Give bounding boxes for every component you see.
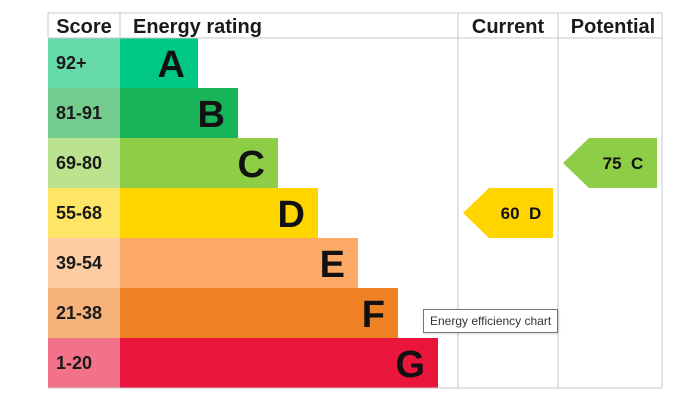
score-cell-d xyxy=(48,188,120,238)
score-label-b: 81-91 xyxy=(56,103,102,123)
score-cell-e xyxy=(48,238,120,288)
rating-bands: 92+ A 81-91 B 69-80 C 55-68 D 39-54 E 21-38 F 1-20 G xyxy=(48,38,438,388)
score-cell-f xyxy=(48,288,120,338)
potential-header: Potential xyxy=(571,16,655,38)
score-label-a: 92+ xyxy=(56,53,87,73)
band-letter-g: G xyxy=(395,344,425,386)
band-bar-f xyxy=(120,288,398,338)
band-letter-d: D xyxy=(278,194,305,236)
band-letter-c: C xyxy=(238,144,265,186)
score-cell-a xyxy=(48,38,120,88)
band-letter-b: B xyxy=(198,94,225,136)
band-letter-f: F xyxy=(362,294,385,336)
current-arrow xyxy=(463,188,553,238)
score-cell-b xyxy=(48,88,120,138)
band-bar-g xyxy=(120,338,438,388)
score-label-c: 69-80 xyxy=(56,153,102,173)
header-row: Score Energy rating Current Potential xyxy=(56,16,655,38)
chart-tooltip: Energy efficiency chart xyxy=(423,309,559,333)
band-bar-c xyxy=(120,138,278,188)
rating-arrows: 60 D 75 C xyxy=(463,138,657,238)
band-bar-a xyxy=(120,38,198,88)
score-header: Score xyxy=(56,16,112,38)
band-bar-d xyxy=(120,188,318,238)
band-bar-b xyxy=(120,88,238,138)
score-label-f: 21-38 xyxy=(56,303,102,323)
band-letter-e: E xyxy=(320,244,345,286)
score-cell-c xyxy=(48,138,120,188)
band-letter-a: A xyxy=(158,44,185,86)
score-cell-g xyxy=(48,338,120,388)
potential-arrow-label: 75 C xyxy=(603,154,644,173)
current-arrow-label: 60 D xyxy=(501,204,542,223)
chart-grid xyxy=(47,12,663,389)
band-bar-e xyxy=(120,238,358,288)
score-label-g: 1-20 xyxy=(56,353,92,373)
score-label-d: 55-68 xyxy=(56,203,102,223)
energy-rating-header: Energy rating xyxy=(133,16,262,38)
score-label-e: 39-54 xyxy=(56,253,102,273)
current-header: Current xyxy=(472,16,545,38)
potential-arrow xyxy=(563,138,657,188)
